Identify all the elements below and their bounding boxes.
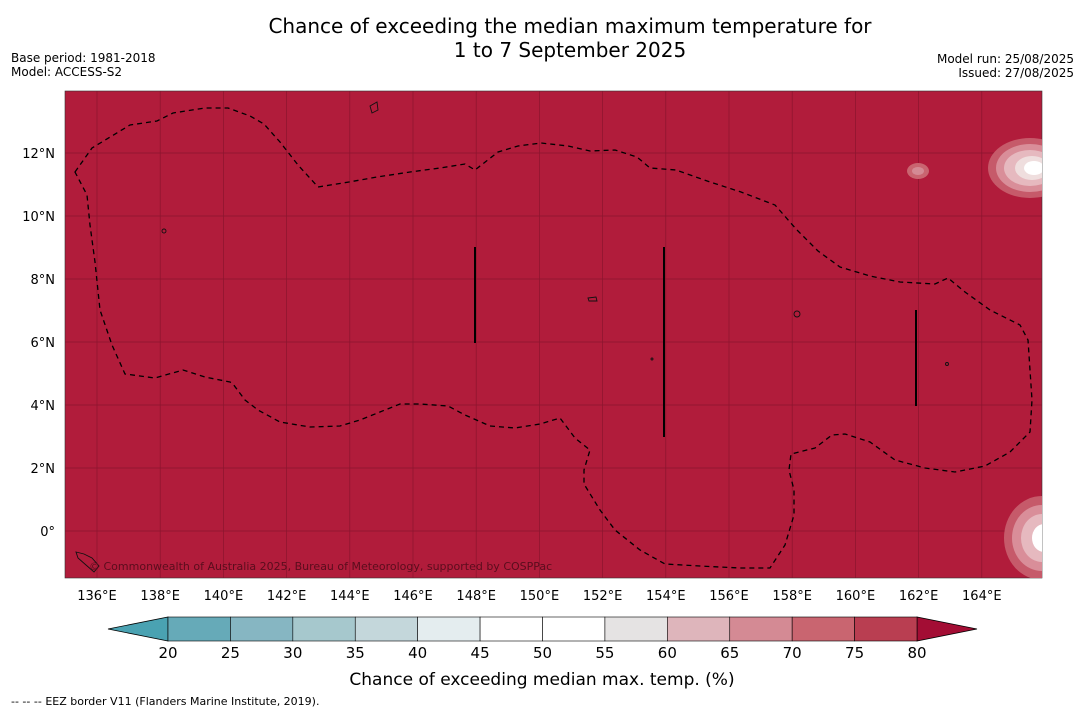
lon-label: 160°E	[836, 589, 876, 604]
colorbar-segment	[230, 616, 294, 642]
colorbar-tick-label: 35	[346, 644, 365, 662]
colorbar-tick-label: 40	[408, 644, 427, 662]
map-area	[64, 90, 1043, 579]
colorbar	[107, 616, 978, 642]
copyright-note: © Commonwealth of Australia 2025, Bureau…	[89, 560, 552, 573]
island-chain-lines	[474, 247, 917, 437]
colorbar-segment	[542, 616, 606, 642]
colorbar-segment	[729, 616, 793, 642]
meta-right: Model run: 25/08/2025 Issued: 27/08/2025	[937, 52, 1074, 80]
model-name: Model: ACCESS-S2	[11, 65, 123, 79]
lat-label: 4°N	[31, 399, 56, 414]
colorbar-tick-label: 25	[221, 644, 240, 662]
colorbar-tick-label: 80	[907, 644, 926, 662]
colorbar-tick-label: 20	[158, 644, 177, 662]
graticule	[65, 91, 1042, 578]
colorbar-segment	[354, 616, 418, 642]
footer-note: -- -- -- EEZ border V11 (Flanders Marine…	[11, 695, 319, 709]
colorbar-tick-label: 50	[533, 644, 552, 662]
lon-label: 142°E	[267, 589, 307, 604]
colorbar-tick-label: 70	[783, 644, 802, 662]
lon-label: 138°E	[140, 589, 180, 604]
colorbar-segment	[417, 616, 481, 642]
lon-label: 136°E	[77, 589, 117, 604]
title-line-1: Chance of exceeding the median maximum t…	[268, 14, 872, 38]
lat-label: 0°	[40, 525, 55, 540]
issued-date: Issued: 27/08/2025	[958, 66, 1074, 80]
colorbar-segment	[667, 616, 731, 642]
lon-label: 156°E	[709, 589, 749, 604]
base-period: Base period: 1981-2018	[11, 51, 156, 65]
lat-label: 6°N	[31, 336, 56, 351]
low-probability-patch-small	[907, 163, 929, 179]
lon-label: 144°E	[330, 589, 370, 604]
lon-label: 162°E	[899, 589, 939, 604]
meta-left: Base period: 1981-2018 Model: ACCESS-S2	[11, 51, 156, 79]
eez-legend-text: EEZ border V11 (Flanders Marine Institut…	[45, 695, 320, 708]
island-markers	[75, 101, 949, 573]
lon-label: 154°E	[646, 589, 686, 604]
map-title: Chance of exceeding the median maximum t…	[0, 14, 1085, 62]
lon-label: 146°E	[393, 589, 433, 604]
eez-border	[74, 107, 1033, 569]
colorbar-segment	[167, 616, 231, 642]
low-probability-patch-south	[1004, 496, 1042, 578]
colorbar-tick-label: 60	[658, 644, 677, 662]
title-line-2: 1 to 7 September 2025	[453, 38, 687, 62]
colorbar-segment	[292, 616, 356, 642]
latitude-labels: 12°N 10°N 8°N 6°N 4°N 2°N 0°	[22, 147, 55, 540]
lon-label: 140°E	[204, 589, 244, 604]
colorbar-tick-label: 30	[283, 644, 302, 662]
colorbar-ticks: 20 25 30 35 40 45 50 55 60 65 70 75 80	[158, 644, 926, 662]
colorbar-segment	[854, 616, 918, 642]
lon-label: 152°E	[583, 589, 623, 604]
colorbar-high-extend	[916, 616, 978, 642]
low-probability-patch-north	[988, 138, 1042, 198]
lon-label: 164°E	[962, 589, 1002, 604]
colorbar-tick-label: 55	[595, 644, 614, 662]
colorbar-tick-label: 45	[471, 644, 490, 662]
lon-label: 148°E	[456, 589, 496, 604]
colorbar-tick-label: 65	[720, 644, 739, 662]
colorbar-tick-label: 75	[845, 644, 864, 662]
lat-label: 2°N	[31, 462, 56, 477]
eez-legend-dash: -- -- --	[11, 695, 42, 708]
lat-label: 8°N	[31, 273, 56, 288]
colorbar-segment	[479, 616, 543, 642]
lon-label: 150°E	[520, 589, 560, 604]
colorbar-segment	[791, 616, 855, 642]
lon-label: 158°E	[772, 589, 812, 604]
lat-label: 10°N	[22, 210, 55, 225]
lat-label: 12°N	[22, 147, 55, 162]
colorbar-segment	[604, 616, 668, 642]
longitude-labels: 136°E 138°E 140°E 142°E 144°E 146°E 148°E 150°E…	[77, 589, 1001, 604]
colorbar-title: Chance of exceeding median max. temp. (%…	[349, 670, 734, 690]
model-run: Model run: 25/08/2025	[936, 52, 1074, 66]
colorbar-low-extend	[107, 616, 169, 642]
